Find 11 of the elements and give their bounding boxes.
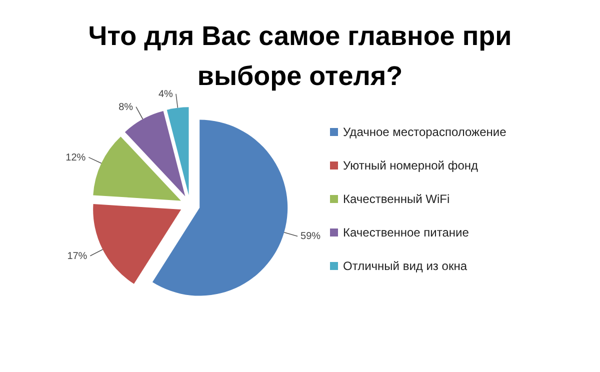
chart-title: Что для Вас самое главное при выборе отеля? <box>88 21 512 91</box>
legend-label: Отличный вид из окна <box>343 259 468 273</box>
legend-label: Качественное питание <box>343 226 470 240</box>
legend-label: Удачное месторасположение <box>343 125 507 139</box>
legend-label: Уютный номерной фонд <box>343 158 478 172</box>
data-label: 8% <box>118 102 134 113</box>
data-label: 4% <box>158 88 174 100</box>
data-label: 59% <box>300 231 321 242</box>
legend-label: Качественный WiFi <box>343 192 450 206</box>
data-label: 17% <box>67 250 88 262</box>
data-label: 12% <box>66 152 86 164</box>
